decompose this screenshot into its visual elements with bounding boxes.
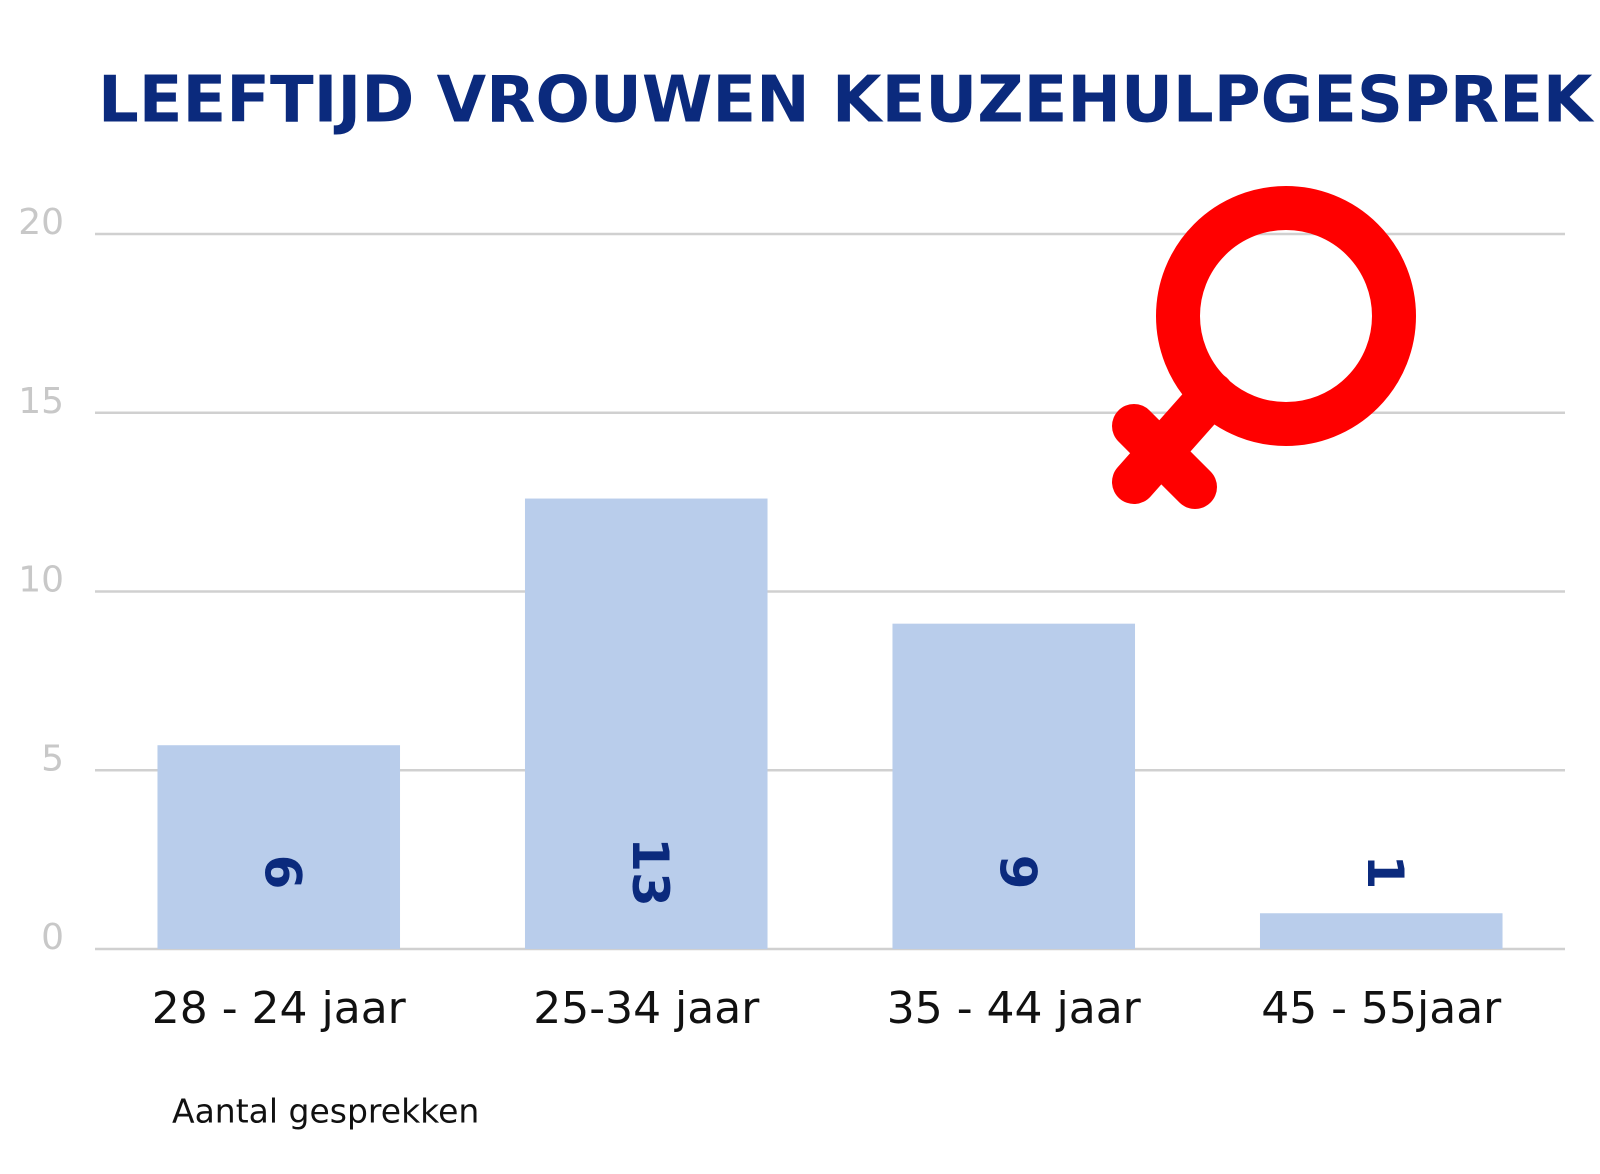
series-legend: Aantal gesprekken — [172, 1092, 479, 1131]
bar — [892, 623, 1136, 949]
value-label: 9 — [988, 855, 1046, 890]
bar — [1259, 913, 1503, 949]
y-tick-label: 5 — [41, 738, 64, 779]
value-label: 13 — [621, 837, 679, 907]
chart-title: LEEFTIJD VROUWEN KEUZEHULPGESPREK — [98, 64, 1595, 138]
x-tick-label: 28 - 24 jaar — [152, 983, 407, 1034]
value-label: 6 — [253, 855, 311, 890]
y-tick-label: 10 — [18, 560, 64, 601]
bar — [524, 498, 768, 949]
symbol-ring — [1156, 186, 1416, 446]
symbol-cross — [1112, 404, 1217, 509]
female-symbol — [1112, 186, 1416, 509]
y-tick-label: 20 — [18, 202, 64, 243]
x-tick-label: 35 - 44 jaar — [887, 983, 1142, 1034]
bar — [157, 745, 401, 949]
value-label: 1 — [1356, 855, 1414, 890]
x-tick-label: 45 - 55jaar — [1261, 983, 1502, 1034]
x-tick-label: 25-34 jaar — [533, 983, 760, 1034]
y-tick-label: 15 — [18, 381, 64, 422]
y-tick-label: 0 — [41, 917, 64, 958]
